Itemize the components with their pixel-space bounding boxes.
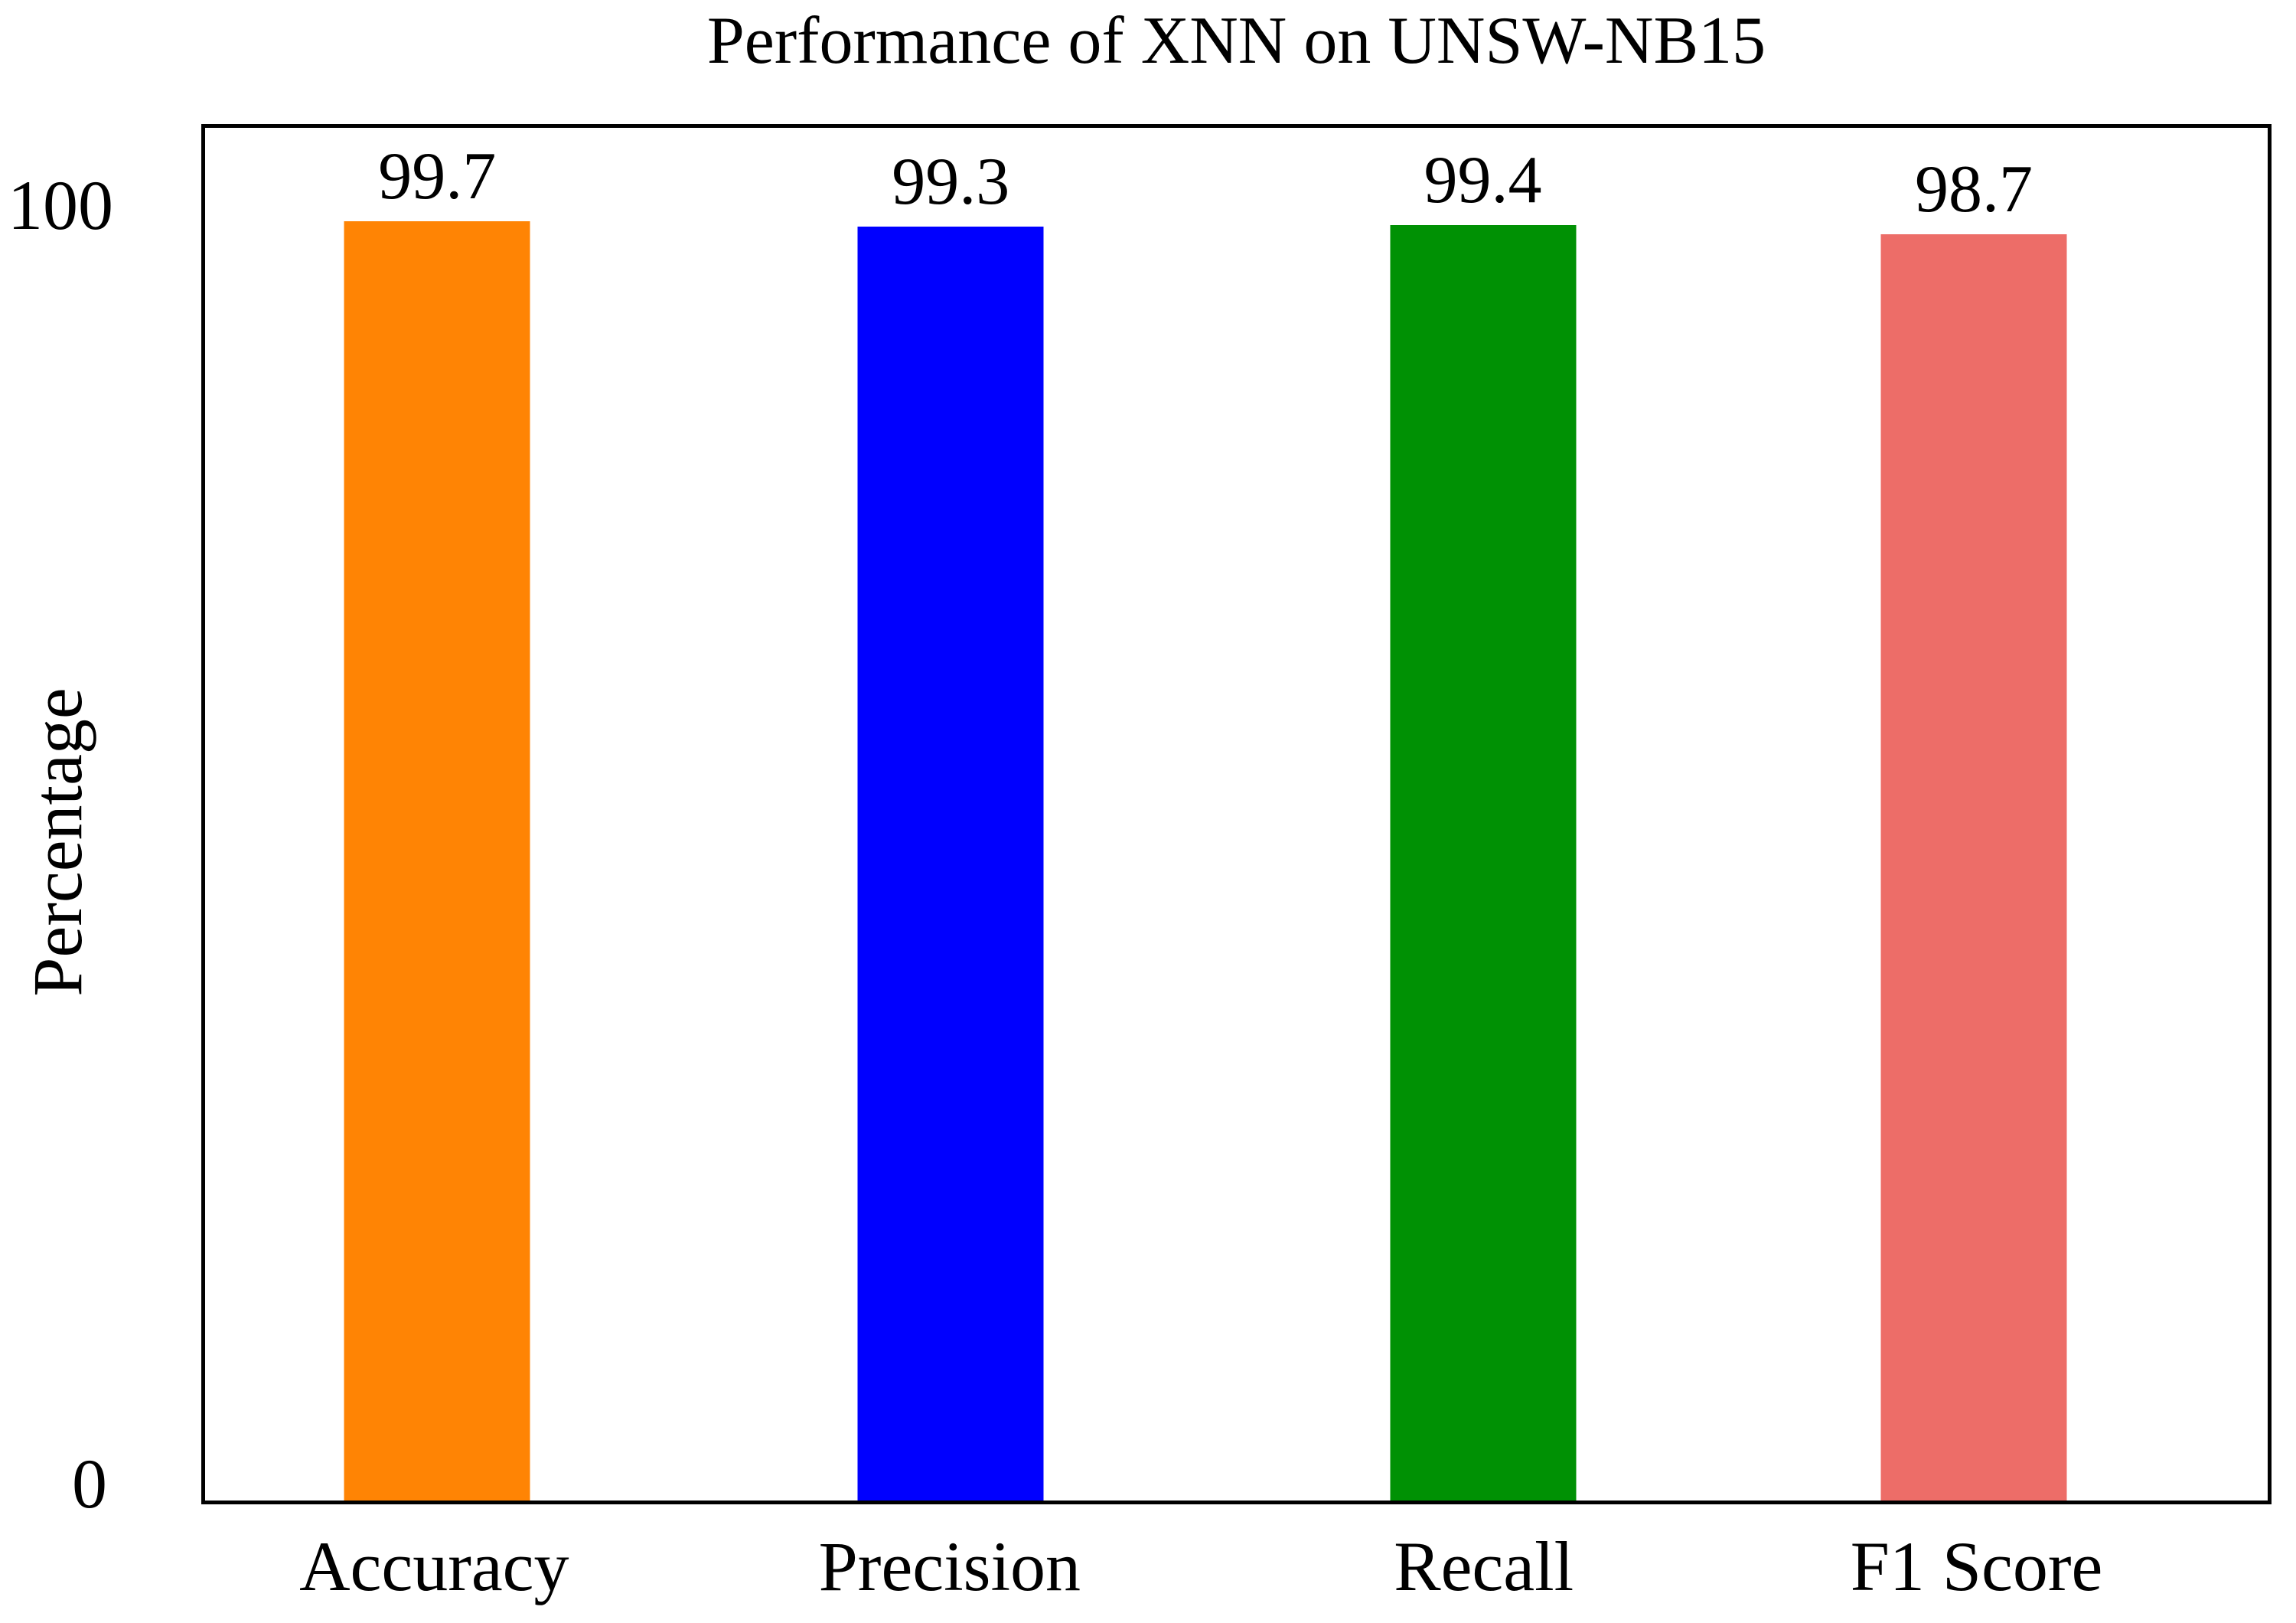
bar-value-accuracy: 99.7 — [378, 139, 497, 214]
chart-title: Performance of XNN on UNSW-NB15 — [706, 4, 1766, 78]
x-tick-label-precision: Precision — [818, 1527, 1081, 1605]
y-tick-label-100: 100 — [8, 166, 113, 244]
bar-group-precision: 99.3 — [857, 145, 1044, 1501]
bar-f1-score — [1880, 234, 2067, 1501]
bar-group-f1-score: 98.7 — [1880, 152, 2067, 1501]
bar-group-accuracy: 99.7 — [344, 143, 530, 1501]
y-tick-label-0: 0 — [72, 1445, 107, 1523]
bar-recall — [1390, 225, 1577, 1501]
x-tick-label-f1-score: F1 Score — [1850, 1527, 2103, 1605]
bar-group-recall: 99.4 — [1390, 143, 1577, 1501]
y-axis-label: Percentage — [18, 687, 96, 997]
bar-accuracy — [344, 221, 530, 1501]
bar-value-precision: 99.3 — [892, 145, 1010, 219]
bar-precision — [857, 227, 1044, 1501]
x-tick-label-recall: Recall — [1394, 1527, 1574, 1605]
x-axis-tick-labels: Accuracy Precision Recall F1 Score — [201, 1527, 2272, 1620]
plot-area: 99.7 99.3 99.4 98.7 — [201, 124, 2272, 1504]
bar-value-recall: 99.4 — [1424, 143, 1542, 217]
x-tick-label-accuracy: Accuracy — [299, 1527, 569, 1605]
bar-value-f1-score: 98.7 — [1914, 152, 2033, 227]
